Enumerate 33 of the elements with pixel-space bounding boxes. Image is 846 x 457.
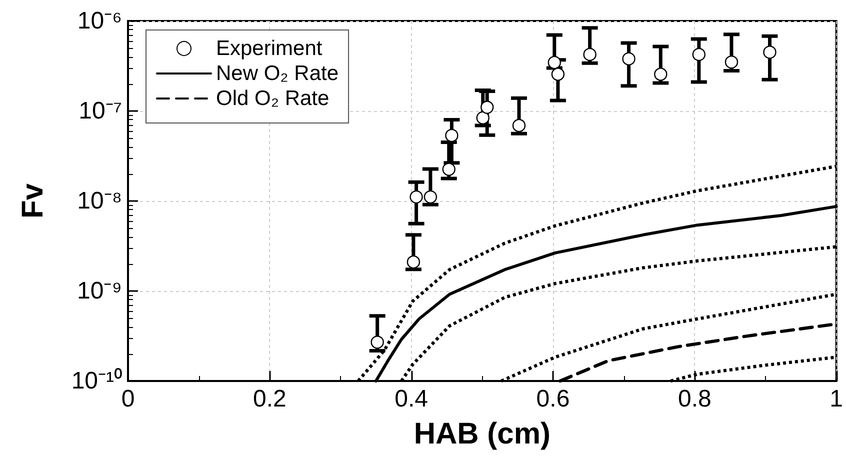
y-tick-label: 10⁻⁹ [77, 278, 122, 304]
point [654, 68, 668, 81]
x-tick-label: 0.8 [678, 386, 712, 412]
x-tick-label: 0.4 [394, 386, 428, 412]
y-tick-label: 10⁻⁶ [77, 8, 122, 34]
legend-label: New O₂ Rate [216, 62, 339, 85]
y-tick-label: 10⁻⁸ [77, 188, 122, 214]
point [410, 190, 423, 204]
x-tick-label: 1 [830, 386, 844, 412]
point [622, 52, 636, 66]
y-tick-label: 10⁻⁷ [78, 98, 122, 124]
point [445, 128, 458, 142]
x-tick-label: 0.6 [536, 386, 570, 412]
point [476, 111, 490, 124]
point [424, 190, 438, 204]
point [406, 255, 420, 269]
legend-label: Experiment [216, 37, 322, 60]
point [442, 162, 456, 176]
point [512, 118, 526, 132]
legend-label: Old O₂ Rate [216, 87, 330, 110]
point [763, 46, 776, 59]
point [583, 48, 596, 62]
point [480, 100, 494, 114]
x-tick-label: 0.2 [252, 386, 286, 412]
point [551, 68, 565, 81]
point [548, 56, 562, 70]
point [724, 55, 738, 69]
x-axis-title: HAB (cm) [414, 418, 550, 450]
point [692, 48, 706, 62]
y-axis-title: Fv [16, 183, 50, 219]
x-tick-label: 0 [121, 386, 135, 412]
y-tick-label: 10⁻¹⁰ [71, 368, 122, 394]
point [370, 336, 384, 349]
